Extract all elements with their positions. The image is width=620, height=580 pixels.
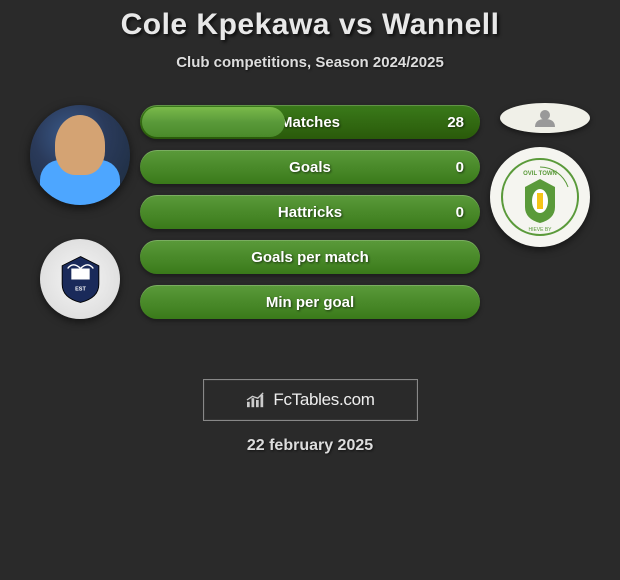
stat-label: Goals	[289, 159, 331, 176]
svg-text:EST: EST	[75, 286, 86, 292]
player-photo-right	[500, 103, 590, 133]
main-row: EST Matches 28 Goals 0 Hattricks 0 Goals…	[0, 99, 620, 359]
stat-fill	[142, 107, 285, 137]
stat-label: Matches	[280, 114, 340, 131]
stat-value-right: 0	[456, 159, 464, 176]
stats-column: Matches 28 Goals 0 Hattricks 0 Goals per…	[140, 99, 480, 319]
page-title: Cole Kpekawa vs Wannell	[0, 8, 620, 42]
svg-text:OVIL TOWN: OVIL TOWN	[523, 171, 557, 177]
club-badge-right: OVIL TOWN HIEVE BY	[490, 147, 590, 247]
stat-row-goals: Goals 0	[140, 150, 480, 184]
right-player-column: OVIL TOWN HIEVE BY	[480, 99, 600, 359]
stat-row-matches: Matches 28	[140, 105, 480, 139]
stat-value-right: 0	[456, 204, 464, 221]
date-text: 22 february 2025	[0, 437, 620, 455]
left-player-column: EST	[20, 99, 140, 359]
stat-value-right: 28	[447, 114, 464, 131]
comparison-card: Cole Kpekawa vs Wannell Club competition…	[0, 0, 620, 455]
silhouette-icon	[525, 109, 565, 127]
club-crest-left-icon: EST	[53, 252, 108, 307]
stat-row-min-per-goal: Min per goal	[140, 285, 480, 319]
chart-icon	[245, 391, 267, 409]
brand-text: FcTables.com	[273, 390, 374, 410]
stat-label: Min per goal	[266, 294, 354, 311]
club-crest-right-icon: OVIL TOWN HIEVE BY	[500, 157, 580, 237]
club-badge-left: EST	[40, 239, 120, 319]
subtitle: Club competitions, Season 2024/2025	[0, 54, 620, 71]
stat-label: Goals per match	[251, 249, 369, 266]
svg-text:HIEVE BY: HIEVE BY	[528, 227, 552, 233]
stat-row-goals-per-match: Goals per match	[140, 240, 480, 274]
stat-label: Hattricks	[278, 204, 342, 221]
brand-box[interactable]: FcTables.com	[203, 379, 418, 421]
stat-row-hattricks: Hattricks 0	[140, 195, 480, 229]
player-photo-left	[30, 105, 130, 205]
